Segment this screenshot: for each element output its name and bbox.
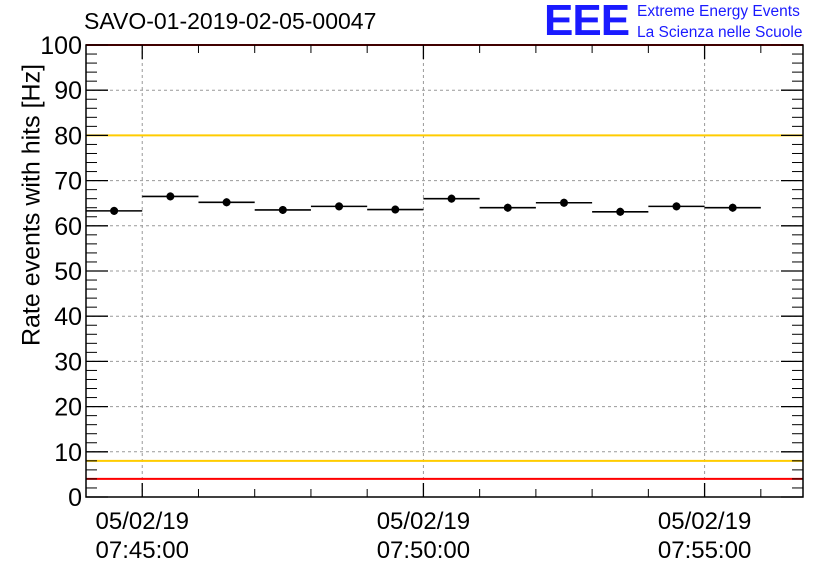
y-tick-label: 70 [54,168,82,196]
data-point [560,198,568,207]
y-tick-label: 0 [68,484,82,512]
eee-logo: EEE Extreme Energy Events La Scienza nel… [544,0,834,46]
data-point [166,192,175,201]
y-tick-label: 60 [54,213,82,241]
data-points [86,192,761,216]
tick-labels: 010203040506070809010005/02/1907:45:0005… [40,32,751,564]
x-tick-label-date: 05/02/19 [658,508,751,535]
reference-lines [86,44,803,480]
y-axis-label: Rate events with hits [Hz] [17,63,46,347]
eee-logo-mark: EEE [544,0,630,45]
data-point [447,194,456,203]
logo-line-2: La Scienza nelle Scuole [637,24,803,41]
data-point [391,205,400,214]
y-tick-label: 40 [54,303,82,331]
y-tick-label: 90 [54,77,82,105]
y-tick-label: 30 [54,348,82,376]
data-point [110,206,119,215]
data-point [672,202,681,211]
y-tick-label: 80 [54,122,82,150]
data-point [278,205,287,214]
y-tick-label: 10 [54,439,82,467]
x-tick-label-time: 07:55:00 [658,537,751,564]
y-tick-label: 20 [54,394,82,422]
x-tick-label-time: 07:45:00 [96,537,189,564]
logo-line-1: Extreme Energy Events [637,3,800,20]
data-point [616,207,625,216]
plot-frame [85,44,804,498]
data-point [335,202,344,211]
x-tick-label-date: 05/02/19 [96,508,189,535]
y-tick-label: 50 [54,258,82,286]
data-point [728,203,737,212]
x-tick-label-date: 05/02/19 [377,508,470,535]
x-tick-label-time: 07:50:00 [377,537,470,564]
data-point [222,198,231,207]
y-tick-label: 100 [40,32,82,60]
grid-lines [86,45,803,497]
data-point [503,203,512,212]
chart-title: SAVO-01-2019-02-05-00047 [84,8,377,34]
axis-ticks [85,44,803,498]
